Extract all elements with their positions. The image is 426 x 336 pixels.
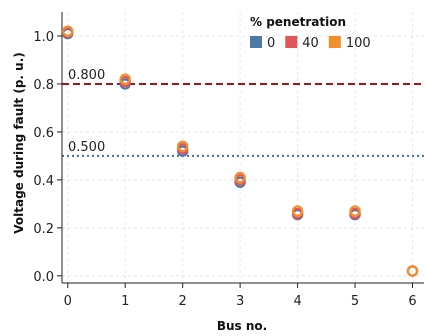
legend-label: 100 [346, 36, 371, 51]
y-tick-label: 0.0 [33, 270, 54, 285]
data-point [62, 25, 74, 37]
x-tick-label: 3 [236, 294, 244, 309]
legend-label: 0 [267, 36, 275, 51]
y-tick-label: 0.8 [33, 78, 54, 93]
legend: % penetration 0 40 100 [250, 15, 371, 51]
legend-title: % penetration [250, 15, 346, 29]
legend-label: 40 [302, 36, 319, 51]
x-tick-label: 5 [351, 294, 359, 309]
reference-lines: 0.800 0.500 [62, 68, 424, 157]
legend-swatch-0 [250, 36, 262, 48]
x-tick-label: 2 [179, 294, 187, 309]
axes [61, 12, 424, 284]
y-tick-label: 0.2 [33, 222, 54, 237]
grid [62, 12, 424, 283]
y-tick-label: 0.6 [33, 126, 54, 141]
reference-line-label: 0.500 [68, 140, 105, 155]
data-point [234, 171, 246, 184]
y-tick-label: 1.0 [33, 30, 54, 45]
reference-line-label: 0.800 [68, 68, 105, 83]
x-tick-label: 1 [121, 294, 129, 309]
x-ticks: 0 1 2 3 4 5 6 [64, 283, 417, 309]
x-tick-label: 0 [64, 294, 72, 309]
data-points [62, 25, 419, 277]
data-point [406, 265, 419, 277]
x-axis-title: Bus no. [217, 319, 267, 333]
data-point [349, 205, 361, 217]
data-point [176, 140, 189, 153]
data-point [119, 73, 131, 85]
legend-swatch-40 [285, 36, 298, 48]
x-tick-label: 6 [408, 294, 416, 309]
data-point [291, 205, 304, 217]
y-ticks: 0.0 0.2 0.4 0.6 0.8 1.0 [33, 30, 62, 285]
legend-swatch-100 [328, 36, 341, 48]
x-tick-label: 4 [293, 294, 301, 309]
series-100 [62, 25, 419, 277]
y-axis-title: Voltage during fault (p. u.) [12, 52, 26, 234]
y-tick-label: 0.4 [33, 174, 54, 189]
